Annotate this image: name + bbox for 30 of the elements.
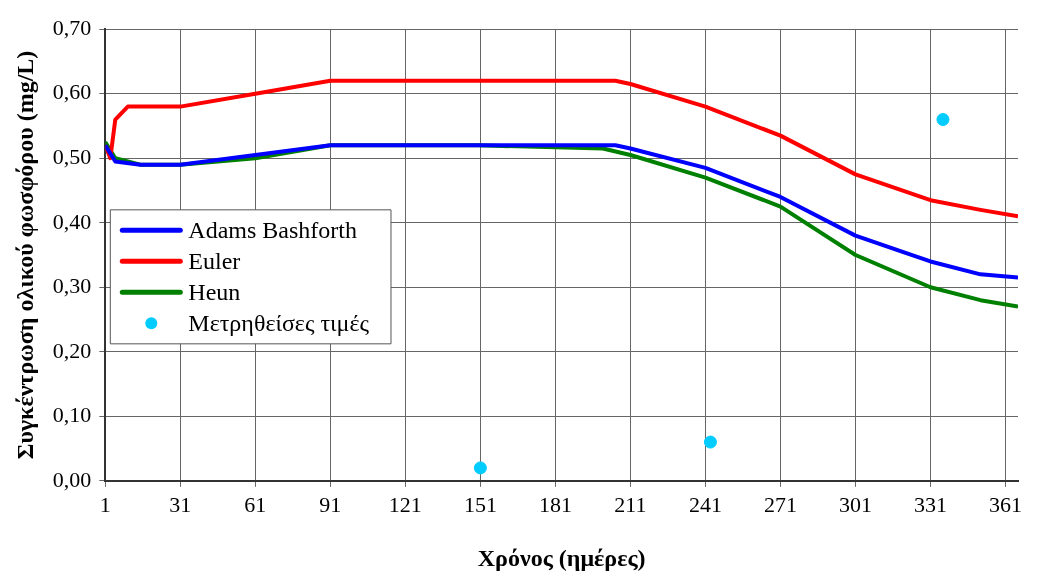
y-tick-label: 0,30 (52, 273, 92, 299)
y-tick-label: 0,60 (52, 79, 92, 105)
legend-label: Euler (188, 247, 241, 274)
point (936, 113, 950, 127)
x-tick-label: 61 (244, 491, 267, 517)
x-tick-label: 271 (763, 491, 797, 517)
x-tick-label: 331 (913, 491, 947, 517)
x-tick-label: 361 (989, 491, 1022, 517)
x-tick-label: 301 (838, 491, 872, 517)
y-axis-title: Συγκέντρωση ολικού φωσφόρου (mg/L) (11, 50, 38, 460)
x-tick-label: 91 (319, 491, 342, 517)
y-tick-label: 0,10 (52, 402, 92, 428)
x-tick-label: 1 (99, 491, 111, 517)
y-tick-label: 0,00 (52, 466, 92, 492)
x-axis-title: Χρόνος (ημέρες) (477, 544, 646, 571)
x-tick-label: 31 (169, 491, 192, 517)
y-tick-label: 0,50 (52, 144, 92, 170)
y-tick-label: 0,70 (52, 14, 92, 40)
y-tick-label: 0,20 (52, 337, 92, 363)
y-tick-label: 0,40 (52, 208, 92, 234)
x-tick-label: 181 (538, 491, 572, 517)
legend-label: Adams Bashforth (188, 216, 357, 243)
x-tick-label: 211 (614, 491, 647, 517)
point (703, 435, 717, 449)
x-tick-label: 151 (463, 491, 497, 517)
x-tick-label: 241 (688, 491, 722, 517)
legend-label: Μετρηθείσες τιμές (188, 309, 370, 336)
x-tick-label: 121 (388, 491, 422, 517)
legend-label: Heun (188, 278, 241, 305)
point (473, 461, 487, 475)
